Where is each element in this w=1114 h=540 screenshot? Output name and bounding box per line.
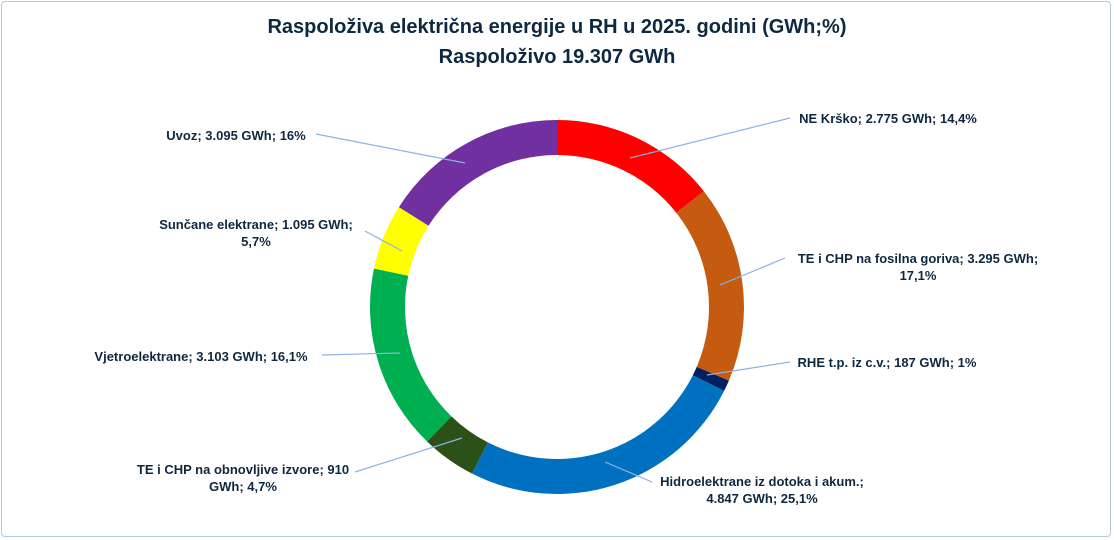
leader-line: [719, 257, 786, 286]
leader-line: [364, 230, 403, 252]
donut-slice: [692, 366, 729, 391]
data-label: TE i CHP na obnovljive izvore; 910 GWh; 4…: [137, 461, 349, 495]
leader-line: [706, 361, 791, 376]
donut-slice: [398, 120, 557, 226]
data-label-line: Sunčane elektrane; 1.095 GWh;: [159, 217, 353, 232]
data-label: Vjetroelektrane; 3.103 GWh; 16,1%: [94, 348, 307, 365]
donut-slice: [676, 191, 745, 381]
data-label-line: GWh; 4,7%: [209, 479, 277, 494]
data-label-line: TE i CHP na fosilna goriva; 3.295 GWh;: [797, 251, 1039, 266]
chart-title: Raspoloživa električna energije u RH u 2…: [267, 16, 847, 38]
leader-line: [321, 352, 401, 356]
chart-subtitle: Raspoloživo 19.307 GWh: [438, 46, 676, 68]
data-label-line: 4.847 GWh; 25,1%: [706, 491, 818, 506]
data-label-line: RHE t.p. iz c.v.; 187 GWh; 1%: [797, 355, 977, 370]
data-label: TE i CHP na fosilna goriva; 3.295 GWh; 17…: [798, 250, 1038, 284]
data-label: Uvoz; 3.095 GWh; 16%: [166, 127, 305, 144]
leader-line: [315, 133, 466, 164]
donut-slice: [370, 268, 452, 442]
data-label: NE Krško; 2.775 GWh; 14,4%: [799, 110, 977, 127]
donut-slice: [427, 416, 488, 474]
data-label: RHE t.p. iz c.v.; 187 GWh; 1%: [798, 354, 977, 371]
leader-line: [604, 461, 653, 483]
data-label-line: Uvoz; 3.095 GWh; 16%: [166, 128, 306, 143]
data-label: Hidroelektrane iz dotoka i akum.; 4.847 G…: [660, 473, 864, 507]
donut-slice: [557, 120, 704, 213]
data-label-line: Vjetroelektrane; 3.103 GWh; 16,1%: [94, 349, 308, 364]
data-label-line: 17,1%: [899, 268, 937, 283]
leader-line: [354, 437, 463, 473]
donut-slice: [471, 375, 725, 494]
data-label-line: Hidroelektrane iz dotoka i akum.;: [660, 474, 864, 489]
data-label-line: TE i CHP na obnovljive izvore; 910: [136, 462, 350, 477]
data-label-line: 5,7%: [241, 234, 271, 249]
data-label-line: NE Krško; 2.775 GWh; 14,4%: [799, 111, 977, 126]
data-label: Sunčane elektrane; 1.095 GWh; 5,7%: [159, 216, 353, 250]
leader-line: [629, 117, 791, 159]
donut-slice: [374, 207, 429, 276]
